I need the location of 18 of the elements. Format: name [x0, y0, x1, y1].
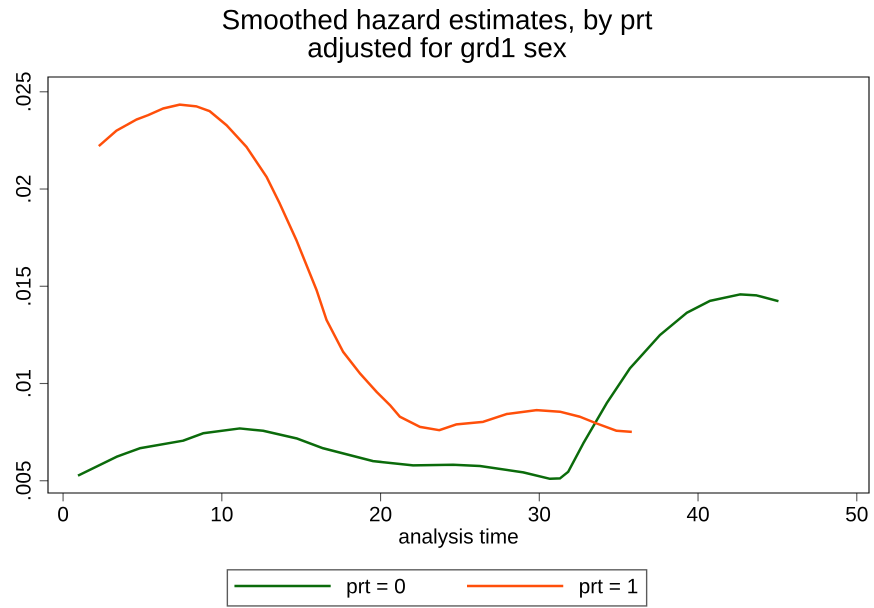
y-tick-label: .025: [16, 72, 31, 110]
x-tick-label: 0: [58, 506, 68, 522]
legend-label: prt = 1: [580, 578, 638, 598]
line-series: [98, 103, 632, 433]
x-axis-title: analysis time: [399, 528, 518, 548]
chart-title: Smoothed hazard estimates, by prt: [222, 9, 652, 35]
x-tick-label: 10: [212, 506, 233, 522]
chart-subtitle: adjusted for grd1 sex: [308, 37, 566, 63]
x-tick-label: 40: [686, 506, 709, 522]
x-tick-label: 30: [528, 506, 550, 522]
y-tick-label: .01: [16, 370, 31, 396]
y-tick-label: .005: [16, 461, 31, 500]
legend-label: prt = 0: [347, 578, 405, 598]
x-tick-label: 50: [846, 506, 868, 522]
y-tick-label: .015: [16, 266, 31, 305]
x-tick-label: 20: [370, 506, 392, 522]
y-tick-label: .02: [16, 176, 31, 202]
line-series: [78, 293, 778, 480]
